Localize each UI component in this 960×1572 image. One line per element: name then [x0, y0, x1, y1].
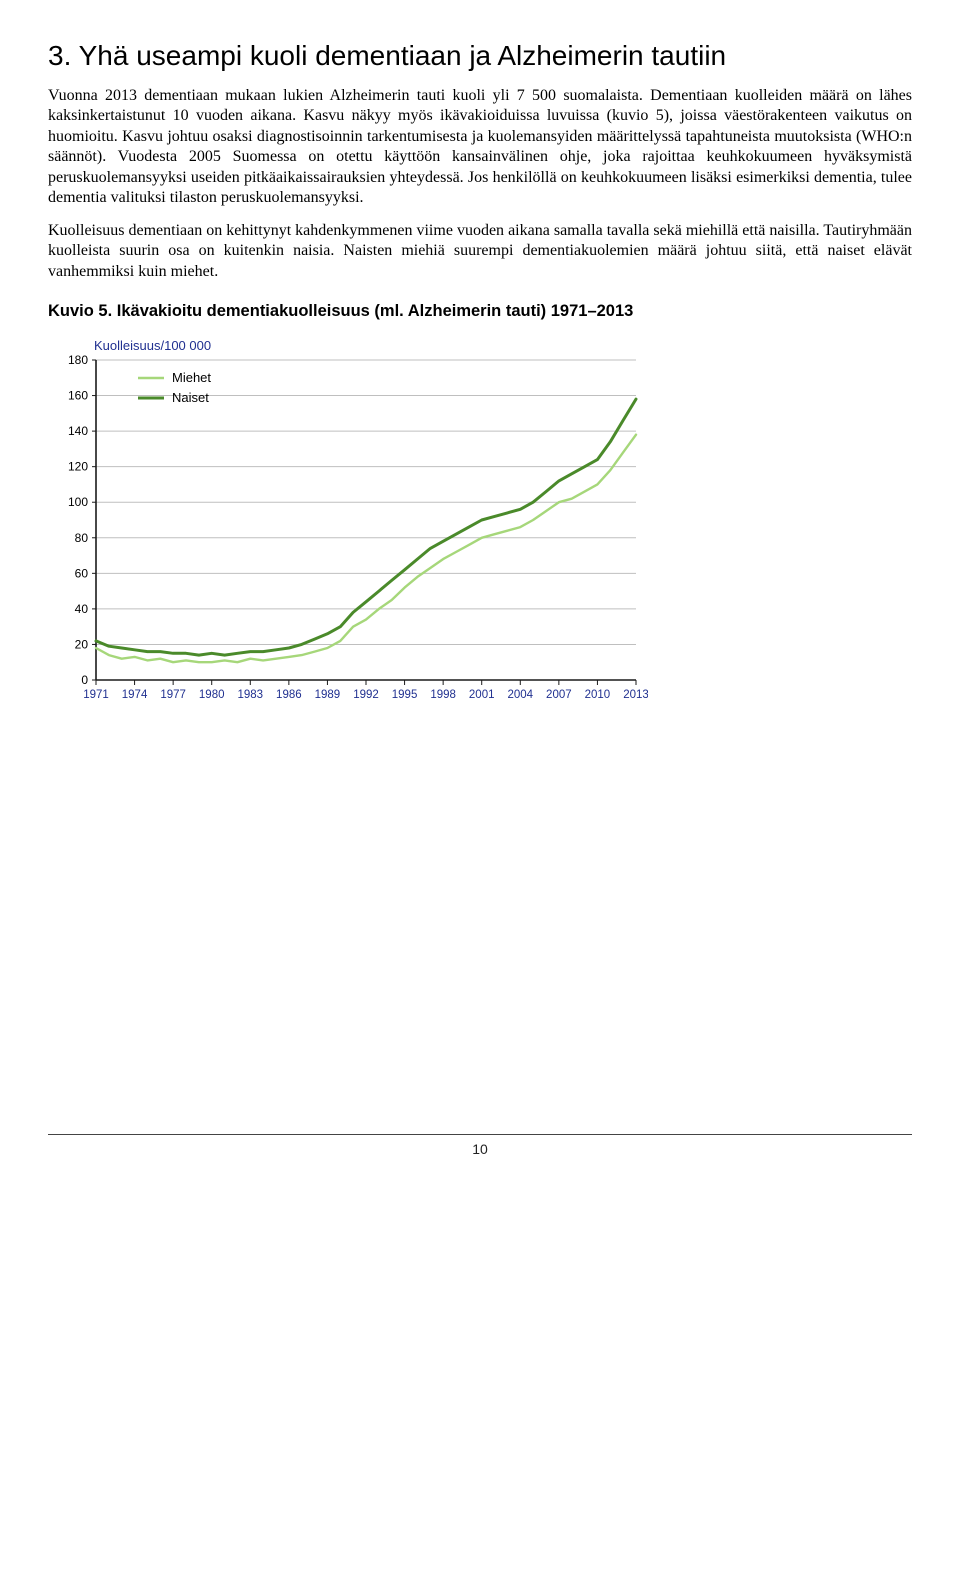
svg-text:140: 140: [68, 425, 88, 439]
svg-text:20: 20: [75, 638, 89, 652]
svg-text:Naiset: Naiset: [172, 390, 209, 405]
svg-text:Miehet: Miehet: [172, 370, 211, 385]
svg-text:40: 40: [75, 602, 89, 616]
body-paragraph-1: Vuonna 2013 dementiaan mukaan lukien Alz…: [48, 86, 912, 209]
svg-text:1986: 1986: [276, 689, 302, 701]
svg-text:1977: 1977: [160, 689, 186, 701]
svg-text:0: 0: [81, 673, 88, 687]
svg-text:2001: 2001: [469, 689, 495, 701]
svg-text:1998: 1998: [430, 689, 456, 701]
svg-text:2007: 2007: [546, 689, 572, 701]
svg-text:60: 60: [75, 567, 89, 581]
page-number: 10: [472, 1141, 488, 1157]
svg-text:120: 120: [68, 460, 88, 474]
svg-text:1971: 1971: [83, 689, 109, 701]
chart-container: Kuolleisuus/100 000 0 20 40 60 80 100 120 140 160…: [48, 334, 668, 714]
svg-text:2004: 2004: [507, 689, 533, 701]
section-title: 3. Yhä useampi kuoli dementiaan ja Alzhe…: [48, 40, 912, 72]
svg-text:1974: 1974: [122, 689, 148, 701]
svg-text:1983: 1983: [237, 689, 263, 701]
svg-text:80: 80: [75, 531, 89, 545]
svg-text:Kuolleisuus/100 000: Kuolleisuus/100 000: [94, 338, 211, 353]
svg-text:2013: 2013: [623, 689, 648, 701]
svg-text:100: 100: [68, 496, 88, 510]
svg-text:1980: 1980: [199, 689, 225, 701]
svg-text:1989: 1989: [315, 689, 341, 701]
svg-text:2010: 2010: [585, 689, 611, 701]
svg-text:1995: 1995: [392, 689, 418, 701]
figure-title: Kuvio 5. Ikävakioitu dementiakuolleisuus…: [48, 300, 912, 322]
svg-text:1992: 1992: [353, 689, 379, 701]
svg-text:180: 180: [68, 353, 88, 367]
body-paragraph-2: Kuolleisuus dementiaan on kehittynyt kah…: [48, 221, 912, 282]
page-footer: 10: [48, 1134, 912, 1157]
line-chart: Kuolleisuus/100 000 0 20 40 60 80 100 120 140 160…: [48, 334, 648, 714]
svg-text:160: 160: [68, 389, 88, 403]
